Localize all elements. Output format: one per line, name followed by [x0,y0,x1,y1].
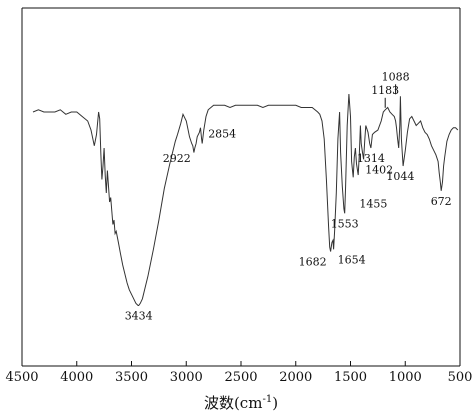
peak-label-1044: 1044 [386,170,414,183]
peak-label-1088: 1088 [382,70,410,83]
x-tick-label-4000: 4000 [60,370,93,385]
x-tick-label-1000: 1000 [389,370,422,385]
peak-label-1314: 1314 [357,152,385,165]
peak-label-1455: 1455 [359,197,387,210]
peak-label-2854: 2854 [208,128,236,141]
x-tick-label-2500: 2500 [224,370,257,385]
x-axis-title-superscript: -1 [262,394,272,405]
peak-label-1183: 1183 [371,84,399,97]
peak-label-1654: 1654 [338,253,366,266]
x-axis-title-close: ) [272,394,278,412]
x-tick-label-3500: 3500 [115,370,148,385]
x-tick-labels: 4500 4000 3500 3000 2500 2000 1500 1000 500 [5,370,472,385]
x-ticks [21,361,461,366]
x-axis-title: 波数(cm-1) [204,394,278,412]
peak-label-672: 672 [431,195,452,208]
peak-label-1682: 1682 [299,256,327,269]
x-tick-label-1500: 1500 [334,370,367,385]
x-tick-label-3000: 3000 [170,370,203,385]
peak-label-2922: 2922 [163,152,191,165]
x-tick-label-500: 500 [448,370,473,385]
peak-label-1402: 1402 [365,163,393,176]
x-tick-label-4500: 4500 [5,370,38,385]
peak-label-3434: 3434 [125,310,153,323]
x-tick-label-2000: 2000 [279,370,312,385]
x-axis-title-main: 波数(cm [204,394,262,412]
plot-frame [21,7,461,367]
spectrum-line [32,93,459,306]
peak-label-1553: 1553 [331,217,359,230]
